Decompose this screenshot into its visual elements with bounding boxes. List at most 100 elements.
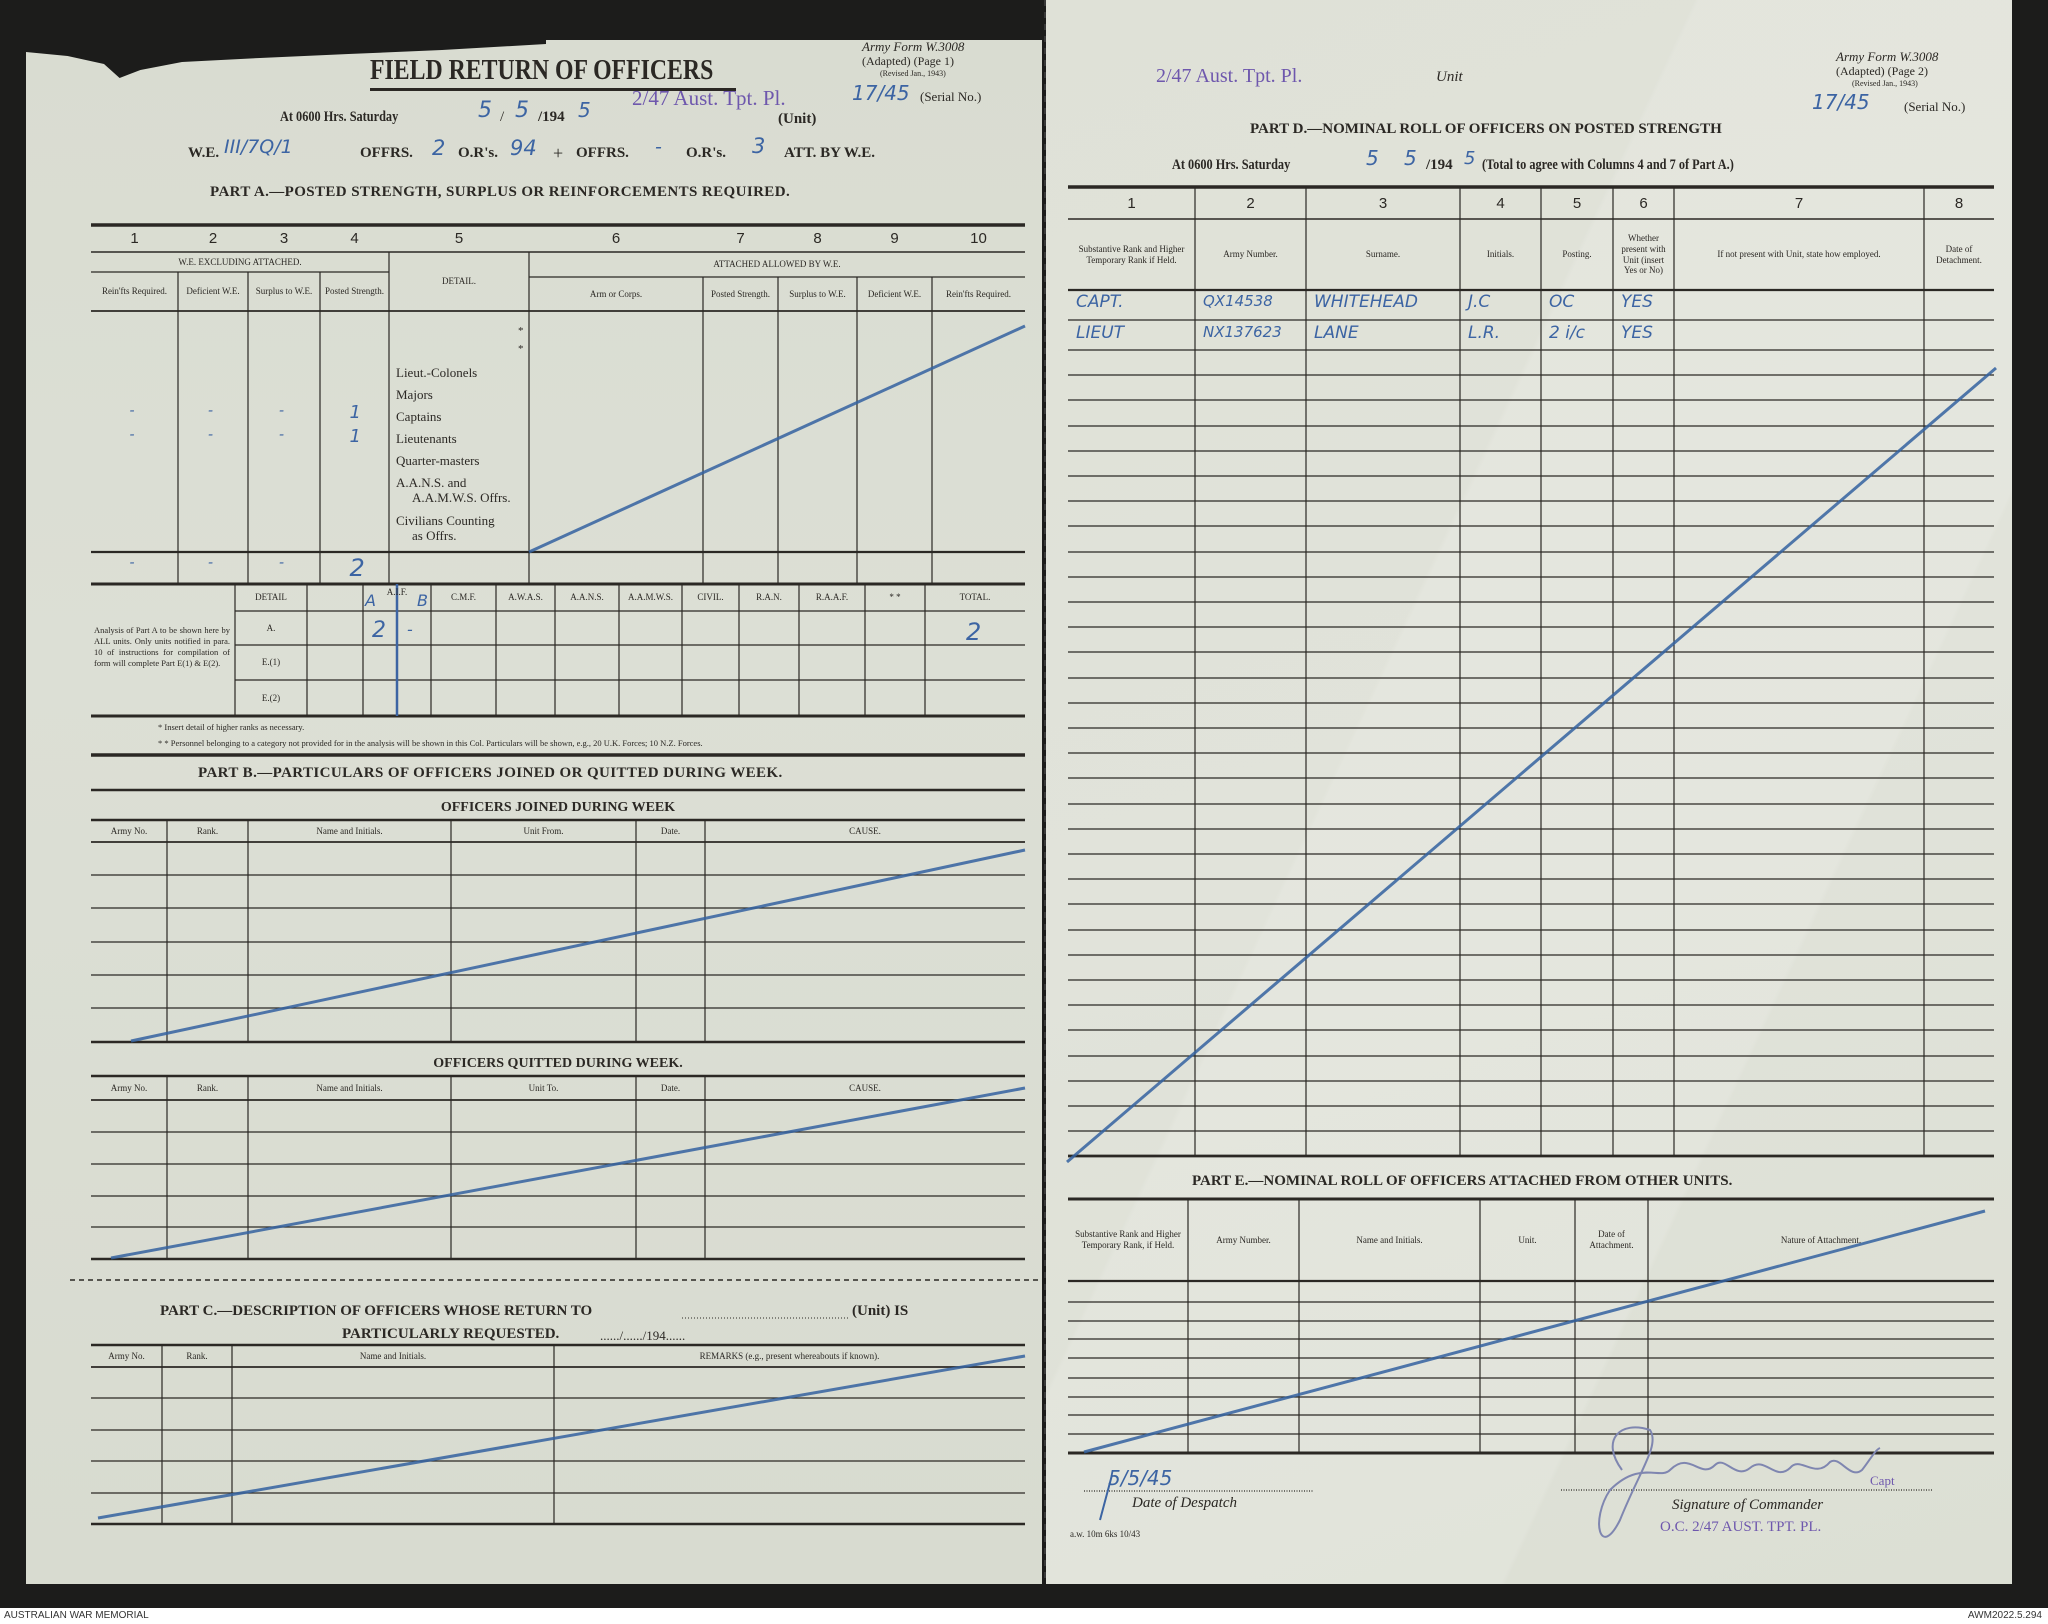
commander-signature (1598, 1426, 1881, 1538)
quitted-column-header: Name and Initials. (316, 1082, 383, 1093)
we-label: W.E. (188, 145, 220, 161)
aif-split-a: A (365, 591, 376, 610)
part-d-entry: CAPT. (1076, 292, 1124, 312)
plus-sign: + (553, 143, 564, 163)
part-d-year-suffix: 5 (1464, 148, 1476, 169)
att-offrs-label: OFFRS. (576, 145, 629, 161)
despatch-date: 5/5/45 (1108, 1466, 1173, 1490)
part-d-column-header: Surname. (1365, 249, 1401, 260)
column-number: 7 (1794, 194, 1804, 212)
signature-label: Signature of Commander (1672, 1497, 1824, 1513)
we-value: III/7Q/1 (224, 136, 293, 158)
column-subheader: Rein'fts Required. (945, 288, 1012, 299)
part-d-month: 5 (1404, 146, 1417, 170)
part-d-column-header: Army Number. (1223, 249, 1278, 260)
pen-strikethrough-line (1066, 366, 1997, 1164)
form-title: FIELD RETURN OF OFFICERS (370, 54, 714, 86)
pen-tick-mark (1099, 1474, 1113, 1521)
part-d-date-prefix: At 0600 Hrs. Saturday (1172, 157, 1291, 173)
part-c-column-header: Name and Initials. (359, 1350, 427, 1361)
unit-label: (Unit) (778, 111, 817, 127)
form-id-line1: Army Form W.3008 (862, 39, 965, 54)
part-e-column-header: Nature of Attachment. (1780, 1234, 1862, 1245)
captains-entry: - (279, 403, 285, 419)
total-value: 2 (966, 618, 982, 646)
column-number: 8 (1954, 194, 1964, 212)
column-number: 2 (1246, 194, 1255, 212)
part-d-column-header: Whether present with Unit (insert Yes or… (1621, 232, 1666, 276)
part-d-day: 5 (1366, 146, 1379, 170)
part-d-entry: NX137623 (1203, 323, 1282, 341)
archive-strip: AUSTRALIAN WAR MEMORIAL AWM2022.5.294 (0, 1608, 2048, 1624)
column-number: 7 (736, 230, 745, 247)
part-c-column-header: Rank. (186, 1350, 208, 1361)
analysis-header: A.I.F. (386, 587, 408, 597)
printer-mark: a.w. 10m 6ks 10/43 (1070, 1529, 1141, 1539)
part-a-heading: PART A.—POSTED STRENGTH, SURPLUS OR REIN… (210, 184, 791, 200)
part-b-heading: PART B.—PARTICULARS OF OFFICERS JOINED O… (198, 765, 783, 781)
analysis-row-label: A. (266, 622, 276, 633)
joined-column-header: Rank. (196, 825, 219, 836)
part-d-entry: OC (1549, 292, 1575, 312)
part-d-column-header: Date of Detachment. (1936, 243, 1982, 265)
page-2 (1046, 0, 2012, 1584)
aif-b-value: - (407, 620, 413, 639)
column-number: 3 (1378, 194, 1388, 212)
part-d-column-header: Initials. (1486, 249, 1515, 260)
quitted-column-header: Army No. (110, 1082, 148, 1093)
column-number: 1 (1127, 194, 1136, 212)
quitted-column-header: Unit To. (528, 1082, 559, 1093)
analysis-header: A.A.M.W.S. (628, 592, 673, 603)
group-header-we: W.E. EXCLUDING ATTACHED. (178, 256, 302, 267)
unit-stamp-page2: 2/47 Aust. Tpt. Pl. (1156, 65, 1303, 87)
part-e-column-header: Army Number. (1216, 1234, 1271, 1245)
column-subheader: Posted Strength. (324, 286, 384, 297)
detail-item: Majors (396, 387, 433, 402)
part-e-column-header: Name and Initials. (1356, 1234, 1423, 1245)
column-number: 9 (890, 230, 899, 247)
analysis-header: CIVIL. (697, 592, 724, 603)
joined-column-header: Unit From. (523, 825, 564, 836)
captains-entry: - (208, 403, 214, 419)
att-offrs-value: - (655, 136, 662, 158)
despatch-label: Date of Despatch (1132, 1495, 1237, 1511)
form-id-page2-line2: (Adapted) (Page 2) (1836, 64, 1928, 78)
detail-item: Lieut.-Colonels (396, 365, 478, 380)
date-month: 5 (515, 98, 529, 123)
column-subheader: Surplus to W.E. (789, 288, 846, 299)
detail-item: Captains (396, 409, 442, 424)
analysis-header: TOTAL. (959, 592, 991, 603)
date-prefix: At 0600 Hrs. Saturday (280, 109, 399, 125)
archive-id: AWM2022.5.294 (1967, 1610, 2042, 1621)
part-c-column-header: REMARKS (e.g., present whereabouts if kn… (699, 1350, 880, 1361)
part-d-entry: L.R. (1468, 323, 1501, 343)
offrs-label: OFFRS. (360, 145, 413, 161)
totals-entry: 2 (349, 554, 365, 582)
column-subheader: Deficient W.E. (186, 286, 240, 297)
serial-number: 17/45 (852, 81, 910, 105)
detail-item: Lieutenants (396, 431, 457, 446)
analysis-header: R.A.A.F. (815, 592, 849, 603)
part-d-entry: LIEUT (1076, 323, 1125, 343)
quitted-title: OFFICERS QUITTED DURING WEEK. (433, 1055, 683, 1071)
column-number: 2 (208, 230, 218, 247)
title-underline (370, 88, 736, 91)
totals-entry: - (208, 555, 214, 571)
column-number: 5 (1572, 194, 1582, 212)
serial-number-page2: 17/45 (1812, 90, 1870, 114)
totals-entry: - (129, 555, 135, 571)
detail-item: Civilians Counting (396, 513, 495, 528)
serial-label: (Serial No.) (920, 89, 982, 104)
detail-item: as Offrs. (412, 528, 457, 543)
part-c-column-header: Army No. (108, 1350, 145, 1361)
detail-header: DETAIL. (441, 276, 477, 287)
column-subheader: Deficient W.E. (867, 288, 922, 299)
pen-strikethrough-line (97, 1354, 1026, 1520)
column-number: 8 (813, 230, 822, 247)
part-d-entry: LANE (1314, 323, 1359, 343)
part-d-entry: QX14538 (1203, 292, 1273, 310)
part-d-column-header: Posting. (1562, 249, 1592, 260)
part-c-unit-suffix: (Unit) IS (852, 1303, 909, 1319)
form-id-page2-line3: (Revised Jan., 1943) (1852, 79, 1918, 88)
